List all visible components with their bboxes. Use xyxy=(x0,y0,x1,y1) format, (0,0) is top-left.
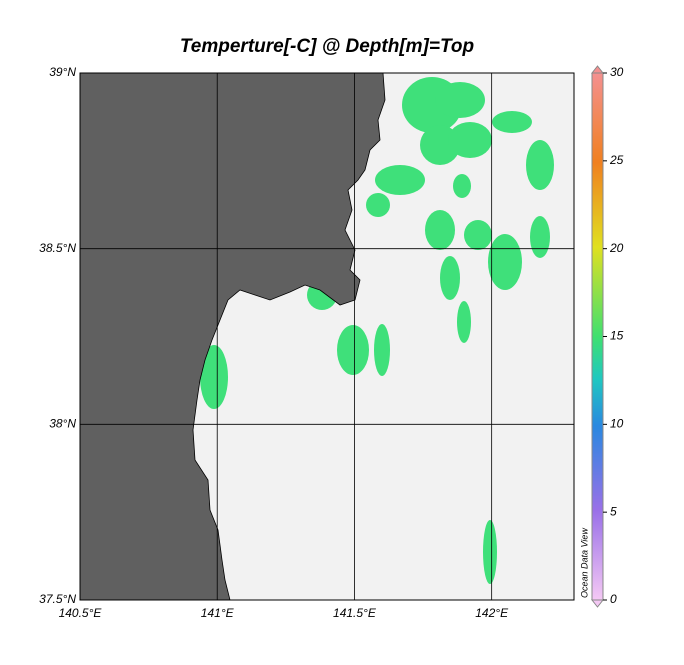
colorbar-cap xyxy=(590,599,605,608)
title: Temperture[-C] @ Depth[m]=Top xyxy=(180,36,474,57)
colorbar xyxy=(591,72,604,601)
land xyxy=(80,73,386,600)
x-tick-label: 140.5°E xyxy=(59,606,103,620)
x-tick-label: 141°E xyxy=(201,606,235,620)
colorbar-tick-label: 15 xyxy=(610,329,624,343)
colorbar-cap xyxy=(590,65,605,74)
data-field xyxy=(80,73,554,600)
colorbar-tick-label: 30 xyxy=(610,65,624,79)
colorbar-tick-label: 10 xyxy=(610,417,624,431)
y-tick-label: 39°N xyxy=(49,65,76,79)
colorbar-tick-label: 25 xyxy=(609,153,624,167)
colorbar-tick-label: 0 xyxy=(610,592,617,606)
y-tick-label: 38°N xyxy=(49,417,76,431)
x-tick-label: 141.5°E xyxy=(333,606,377,620)
frame xyxy=(79,72,575,601)
y-tick-label: 38.5°N xyxy=(39,241,76,255)
colorbar-tick-label: 20 xyxy=(609,241,624,255)
watermark: Ocean Data View xyxy=(579,528,589,598)
colorbar-tick-label: 5 xyxy=(610,504,617,518)
x-tick-label: 142°E xyxy=(475,606,509,620)
y-tick-label: 37.5°N xyxy=(39,592,76,606)
